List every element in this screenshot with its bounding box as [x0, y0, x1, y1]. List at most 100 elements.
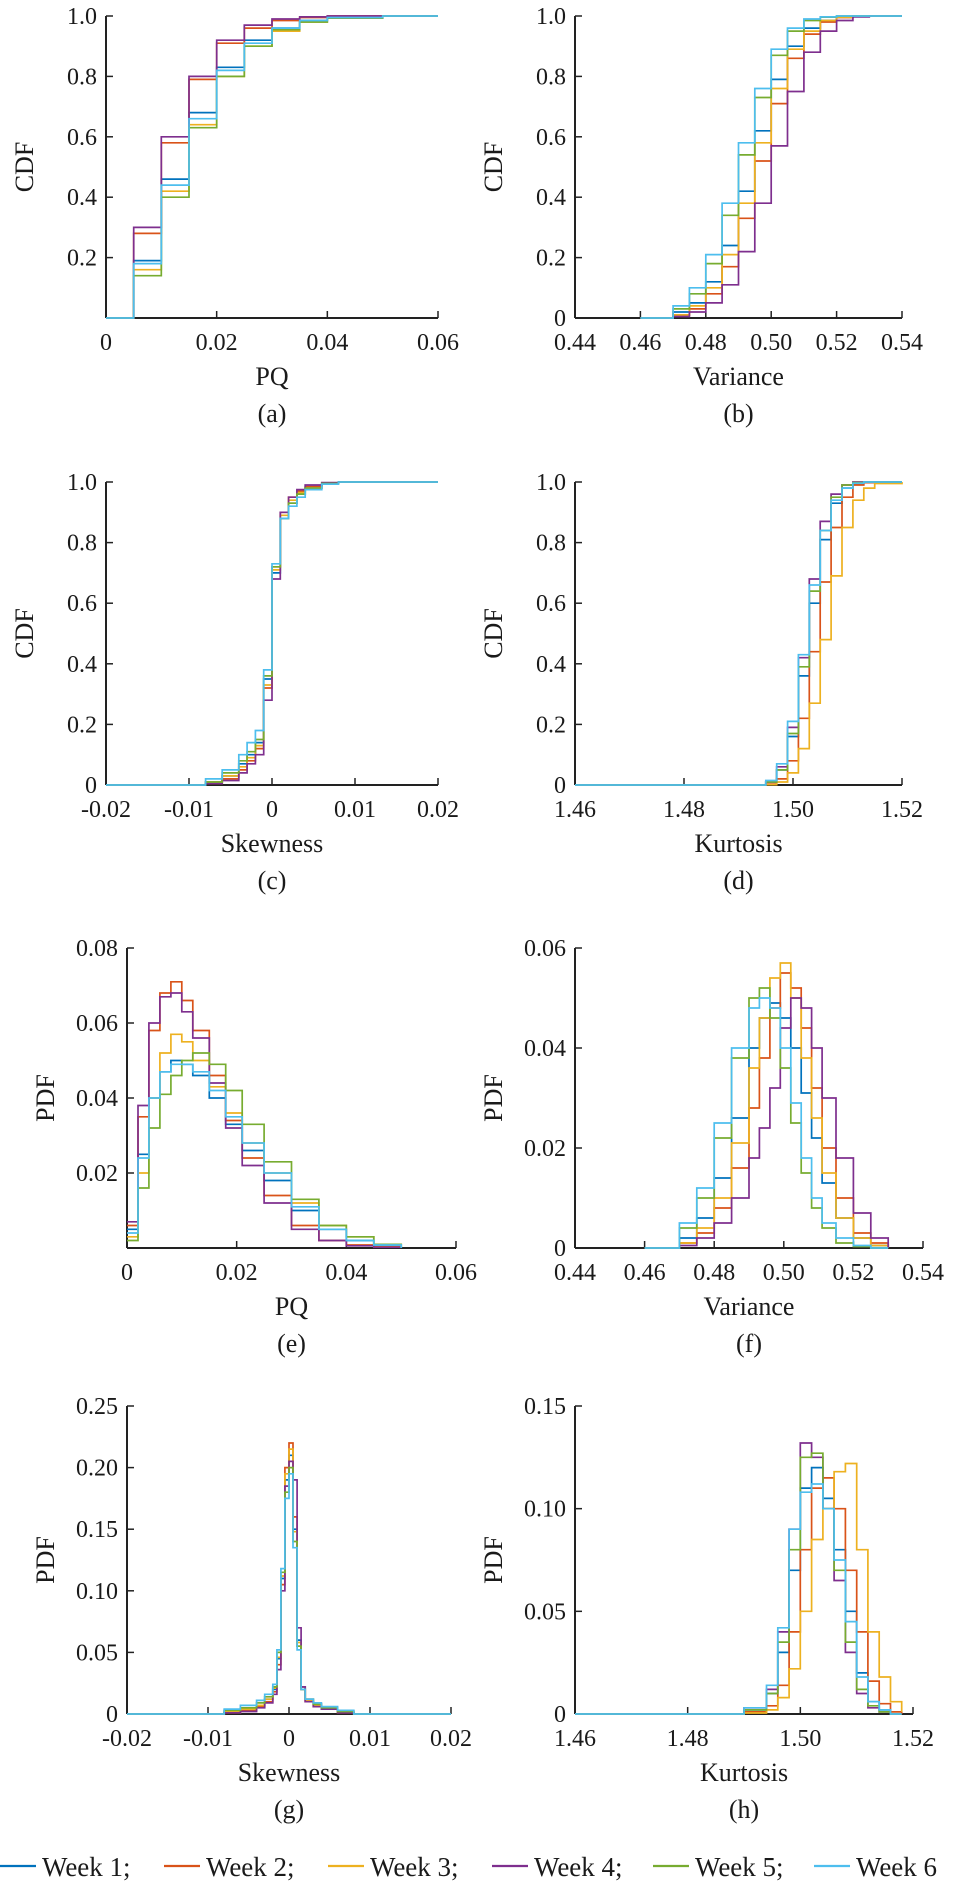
series-line-week-3 — [106, 15, 438, 319]
y-tick-label: 0.06 — [524, 936, 566, 962]
series-line-week-3 — [575, 1462, 903, 1715]
x-tick-label: -0.01 — [164, 797, 214, 823]
legend-label: Week 3; — [370, 1852, 459, 1882]
legend-label: Week 1; — [42, 1852, 131, 1882]
y-tick-label: 0.06 — [76, 1011, 118, 1037]
y-axis-label: CDF — [10, 142, 39, 193]
panel-label: (b) — [723, 399, 753, 428]
panel-label: (d) — [723, 866, 753, 895]
x-tick-label: 0.02 — [417, 797, 459, 823]
panel-label: (e) — [277, 1329, 306, 1358]
y-axis-label: CDF — [479, 142, 508, 193]
x-tick-label: 0.01 — [349, 1726, 391, 1752]
y-tick-label: 0.8 — [536, 64, 566, 90]
x-tick-label: 1.46 — [554, 1726, 596, 1752]
x-axis-label: Skewness — [221, 829, 324, 858]
series-line-week-6 — [106, 481, 438, 786]
series-line-week-5 — [127, 1052, 403, 1248]
legend-item: Week 3; — [328, 1852, 459, 1882]
x-tick-label: 0.52 — [832, 1260, 874, 1286]
x-tick-label: 0.54 — [881, 330, 923, 356]
x-tick-label: 0.50 — [763, 1260, 805, 1286]
chart-panel-2: 0.44 0.46 0.48 0.50 0.52 0.54 0 0.2 0.4 0.6 0.8 1.0… — [479, 4, 923, 428]
x-tick-label: 1.52 — [881, 797, 923, 823]
panel-label: (c) — [258, 866, 287, 895]
x-tick-label: 0.04 — [325, 1260, 367, 1286]
panel-label: (h) — [729, 1795, 759, 1824]
series-line-week-2 — [575, 1477, 903, 1715]
chart-panel-5: 0 0.02 0.04 0.06 0.02 0.04 0.06 0.08 PQ PDF (e) — [31, 936, 477, 1358]
series-line-week-6 — [127, 1063, 403, 1248]
legend-label: Week 5; — [695, 1852, 784, 1882]
y-tick-label: 1.0 — [536, 470, 566, 496]
y-tick-label: 0 — [106, 1702, 118, 1728]
series-line-week-5 — [644, 987, 889, 1249]
series-line-week-6 — [575, 1483, 902, 1715]
y-tick-label: 0.8 — [67, 531, 97, 557]
y-tick-label: 0 — [554, 306, 566, 332]
x-tick-label: 0 — [266, 797, 278, 823]
series-line-week-3 — [575, 482, 903, 786]
y-tick-label: 0.6 — [536, 125, 566, 151]
y-axis-label: PDF — [31, 1074, 60, 1122]
series-line-week-4 — [640, 15, 902, 319]
y-tick-label: 0.2 — [536, 712, 566, 738]
series-line-week-2 — [106, 15, 438, 319]
x-tick-label: 0.44 — [554, 1260, 596, 1286]
x-axis-label: PQ — [275, 1292, 308, 1321]
y-tick-label: 0.4 — [536, 185, 566, 211]
y-tick-label: 0.2 — [67, 712, 97, 738]
x-tick-label: 0.48 — [685, 330, 727, 356]
series-line-week-2 — [127, 980, 403, 1248]
x-axis-label: PQ — [255, 362, 288, 391]
y-tick-label: 0.6 — [67, 591, 97, 617]
x-tick-label: 0 — [121, 1260, 133, 1286]
series-line-week-4 — [127, 1460, 451, 1715]
x-tick-label: 0.06 — [435, 1260, 477, 1286]
x-tick-label: 0.46 — [619, 330, 661, 356]
x-tick-label: 1.48 — [667, 1726, 709, 1752]
x-tick-label: 0.02 — [216, 1260, 258, 1286]
y-tick-label: 0.20 — [76, 1456, 118, 1482]
y-axis-label: PDF — [479, 1536, 508, 1584]
legend-label: Week 6 — [856, 1852, 937, 1882]
y-tick-label: 0.15 — [76, 1517, 118, 1543]
y-tick-label: 0.02 — [524, 1136, 566, 1162]
x-tick-label: 0.02 — [196, 330, 238, 356]
y-tick-label: 1.0 — [67, 470, 97, 496]
series-line-week-4 — [575, 1442, 902, 1715]
legend-label: Week 2; — [206, 1852, 295, 1882]
y-tick-label: 0.10 — [524, 1497, 566, 1523]
series-line-week-4 — [127, 992, 403, 1249]
x-tick-label: 1.48 — [663, 797, 705, 823]
y-tick-label: 0 — [554, 1702, 566, 1728]
x-axis-label: Kurtosis — [700, 1758, 788, 1787]
y-axis-label: PDF — [31, 1536, 60, 1584]
series-line-week-6 — [127, 1472, 451, 1715]
chart-panel-7: -0.02 -0.01 0 0.01 0.02 0 0.05 0.10 0.15 0.20 0.25… — [31, 1394, 472, 1824]
series-line-week-4 — [644, 997, 890, 1249]
x-tick-label: 0.50 — [750, 330, 792, 356]
y-tick-label: 0.08 — [76, 936, 118, 962]
legend: Week 1; Week 2; Week 3; Week 4; Week 5; Week … — [0, 1852, 937, 1882]
y-tick-label: 0.2 — [536, 246, 566, 272]
legend-label: Week 4; — [534, 1852, 623, 1882]
series-line-week-1 — [644, 1002, 890, 1249]
x-tick-label: 0.04 — [306, 330, 348, 356]
y-tick-label: 0.8 — [536, 531, 566, 557]
x-axis-label: Variance — [704, 1292, 795, 1321]
legend-item: Week 1; — [0, 1852, 131, 1882]
chart-panel-4: 1.46 1.48 1.50 1.52 0 0.2 0.4 0.6 0.8 1.0 Kurtosis… — [479, 470, 923, 895]
series-line-week-6 — [575, 481, 902, 786]
x-tick-label: 0.54 — [902, 1260, 944, 1286]
x-tick-label: -0.01 — [183, 1726, 233, 1752]
y-tick-label: 1.0 — [536, 4, 566, 30]
x-tick-label: 0 — [283, 1726, 295, 1752]
chart-panel-6: 0.44 0.46 0.48 0.50 0.52 0.54 0 0.02 0.04 0.06 Var… — [479, 936, 944, 1358]
x-tick-label: 0.02 — [430, 1726, 472, 1752]
y-tick-label: 0.6 — [536, 591, 566, 617]
series-line-week-4 — [106, 15, 438, 319]
y-tick-label: 1.0 — [67, 4, 97, 30]
x-tick-label: -0.02 — [81, 797, 131, 823]
y-tick-label: 0.10 — [76, 1579, 118, 1605]
